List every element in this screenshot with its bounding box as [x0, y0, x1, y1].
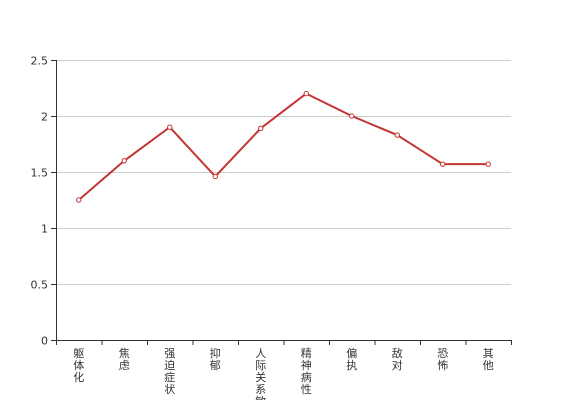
x-tick-label: 其他 [483, 347, 494, 372]
data-point[interactable] [303, 90, 309, 97]
x-tick-label: 抑郁 [210, 346, 221, 372]
y-tick-label: 0 [41, 335, 48, 348]
y-tick-label: 0.5 [31, 279, 49, 292]
x-tick-label: 恐怖 [437, 347, 448, 372]
x-tick-label: 焦虑 [119, 347, 130, 372]
data-point[interactable] [76, 197, 82, 203]
y-tick-label: 1 [41, 223, 48, 236]
series-line [78, 92, 489, 201]
y-tick-label: 2.5 [31, 55, 49, 68]
y-tick-label: 2 [41, 111, 48, 124]
y-axis-tick-labels: 0 0.5 1 1.5 2 2.5 [31, 55, 49, 348]
y-tick-label: 1.5 [31, 167, 49, 180]
axes [51, 60, 512, 345]
x-tick-label: 精神病性 [301, 347, 312, 396]
x-tick-label: 躯体化 [73, 347, 84, 384]
data-point[interactable] [485, 161, 491, 167]
x-tick-label: 敌对 [392, 346, 403, 372]
x-axis-tick-labels: 躯体化 焦虑 强迫症状 抑郁 人际关系敏感 精神病性 偏执 敌对 恐怖 其他 [73, 346, 494, 400]
x-tick-label: 偏执 [346, 346, 357, 372]
data-point[interactable] [394, 132, 400, 138]
data-point[interactable] [212, 173, 218, 180]
grid-lines [56, 60, 511, 285]
data-point[interactable] [440, 161, 446, 167]
data-point[interactable] [349, 113, 355, 119]
x-tick-label: 强迫症状 [164, 347, 175, 396]
data-point[interactable] [121, 158, 127, 164]
series [76, 90, 491, 203]
x-tick-label: 人际关系敏感 [255, 347, 266, 400]
data-point[interactable] [167, 124, 173, 130]
data-point[interactable] [258, 125, 264, 132]
